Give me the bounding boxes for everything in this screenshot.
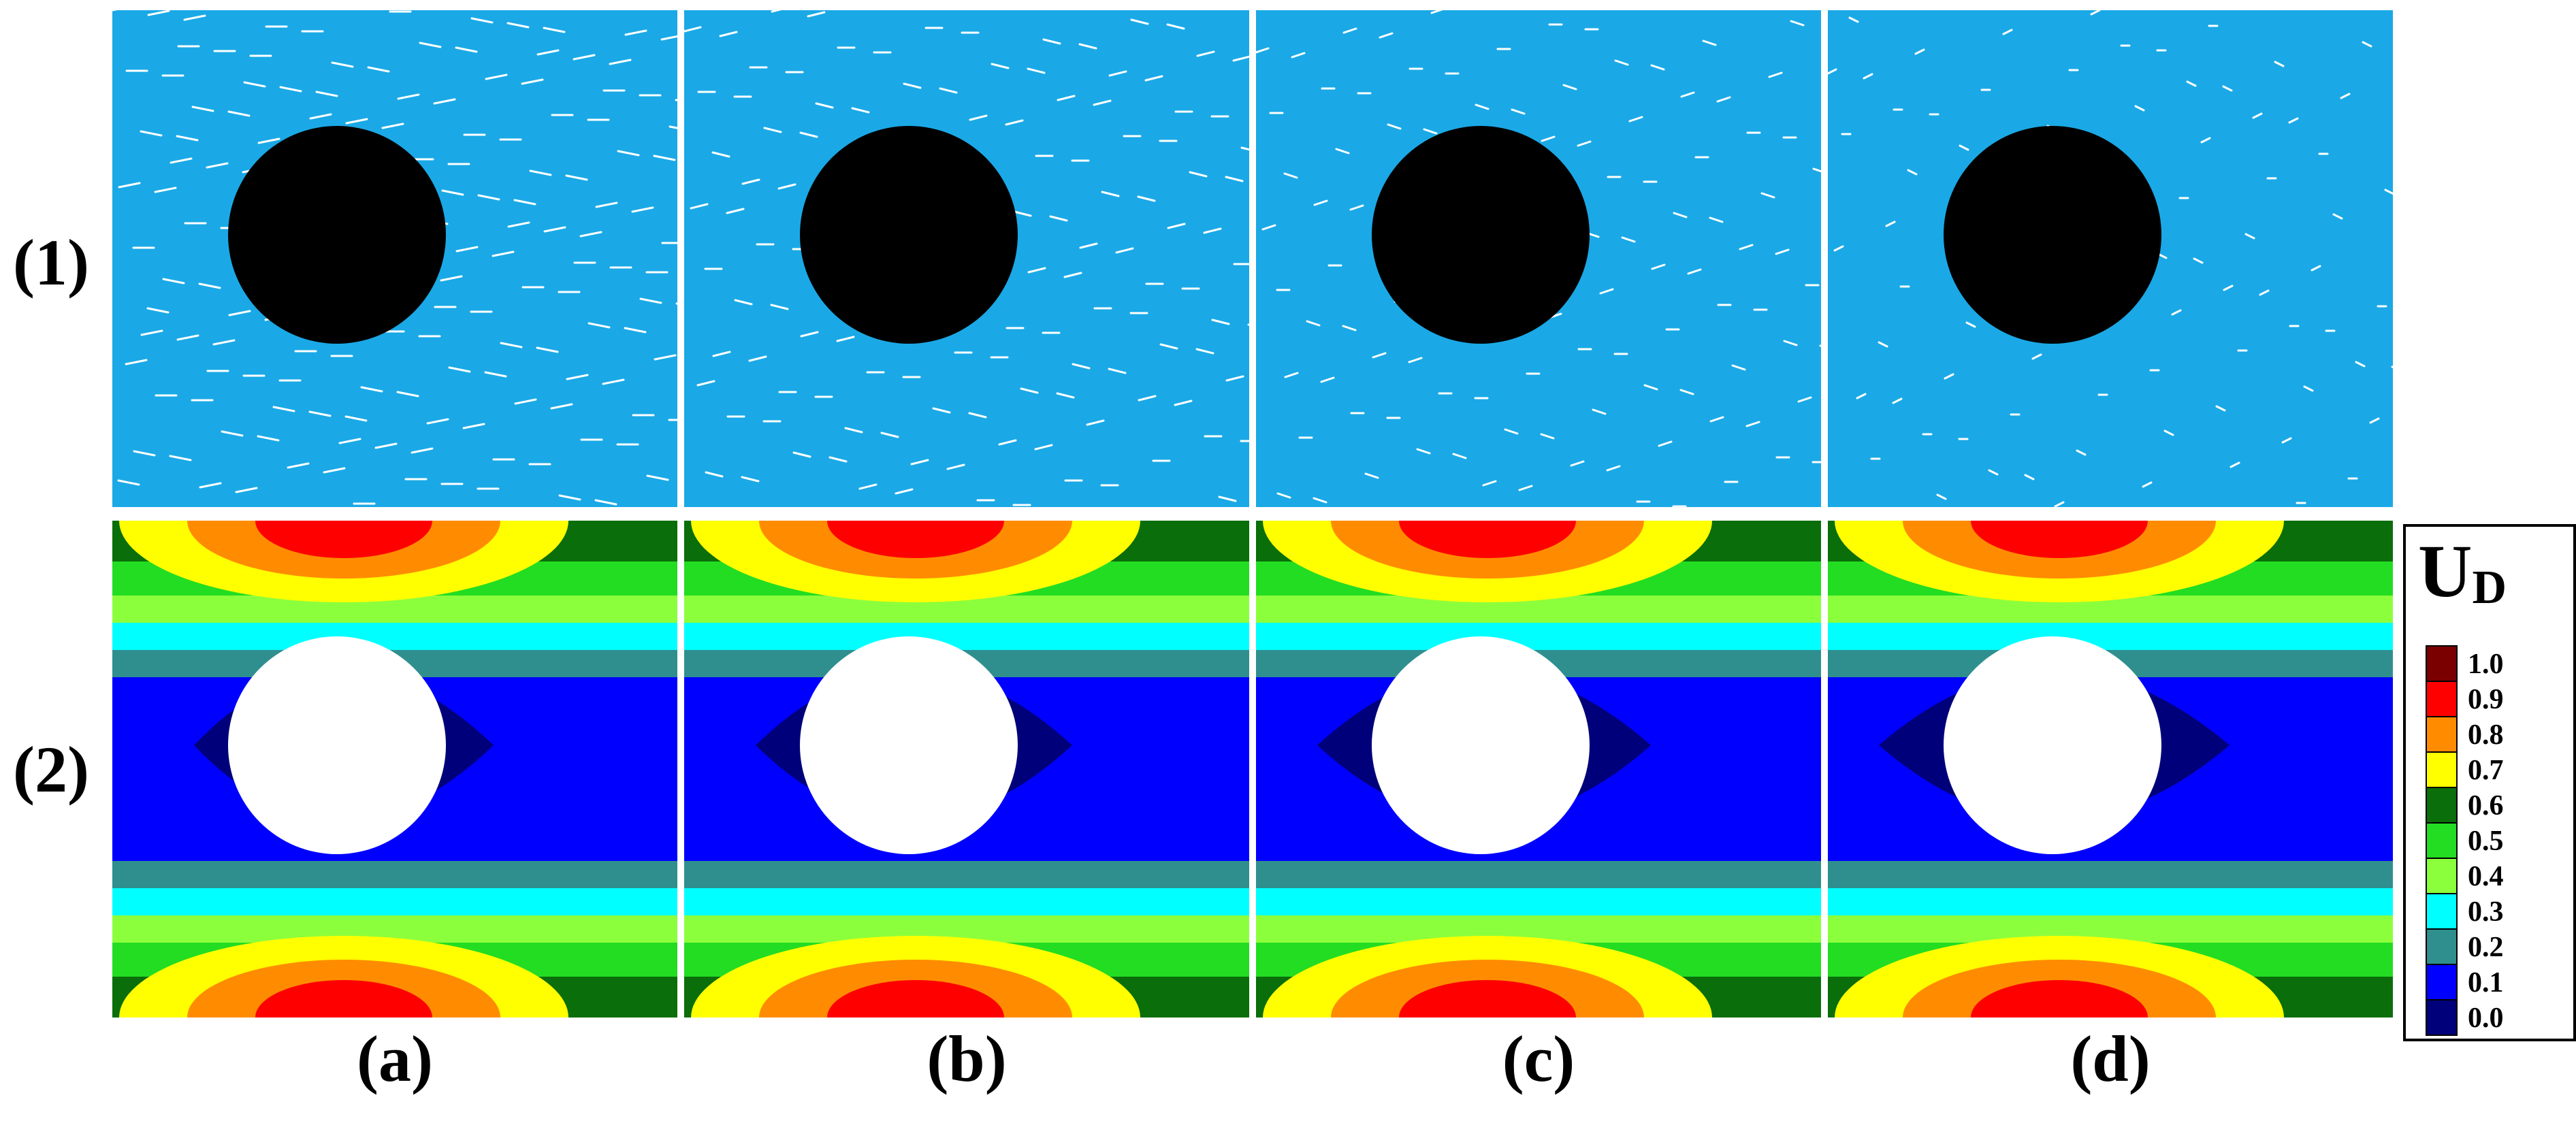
colorbar-tick-label: 0.1 xyxy=(2468,967,2504,998)
velocity-contour-plot xyxy=(1256,521,1821,1018)
velocity-contour-plot xyxy=(112,521,677,1018)
colorbar-tick-label: 0.8 xyxy=(2468,719,2504,751)
colorbar-swatch xyxy=(2426,893,2458,930)
velocity-contour-plot xyxy=(684,521,1249,1018)
colorbar-swatch xyxy=(2426,751,2458,788)
obstacle-disk xyxy=(228,126,446,344)
panel-row2-b xyxy=(684,521,1249,1018)
column-label-c: (c) xyxy=(1502,1022,1575,1095)
velocity-lobe xyxy=(255,521,432,558)
colorbar-tick-label: 0.5 xyxy=(2468,826,2504,857)
colorbar-swatch xyxy=(2426,787,2458,824)
obstacle-hole xyxy=(228,636,446,854)
velocity-lobe xyxy=(1399,980,1576,1018)
colorbar-tick-label: 0.7 xyxy=(2468,755,2504,786)
panel-row1-d xyxy=(1828,10,2393,507)
panel-row2-c xyxy=(1256,521,1821,1018)
column-label-a: (a) xyxy=(357,1022,433,1095)
obstacle-hole xyxy=(1372,636,1590,854)
colorbar-tick-label: 0.4 xyxy=(2468,861,2504,892)
particle-streaks xyxy=(1256,10,1821,507)
obstacle-hole xyxy=(800,636,1018,854)
velocity-contour-plot xyxy=(1828,521,2393,1018)
colorbar-title-subscript: D xyxy=(2472,562,2507,614)
particle-plot xyxy=(1828,10,2393,507)
colorbar-swatch xyxy=(2426,964,2458,1000)
obstacle-disk xyxy=(800,126,1018,344)
panel-row2-a xyxy=(112,521,677,1018)
row-label-1: (1) xyxy=(13,226,89,299)
colorbar-swatch xyxy=(2426,858,2458,894)
colorbar-tick-label: 1.0 xyxy=(2468,649,2504,680)
particle-plot xyxy=(684,10,1249,507)
panel-row1-a xyxy=(112,10,677,507)
colorbar-tick-label: 0.6 xyxy=(2468,790,2504,821)
colorbar-swatch xyxy=(2426,645,2458,682)
obstacle-disk xyxy=(1372,126,1590,344)
column-label-d: (d) xyxy=(2070,1022,2151,1095)
colorbar-tick-label: 0.9 xyxy=(2468,684,2504,715)
colorbar-swatch xyxy=(2426,999,2458,1036)
colorbar-swatch xyxy=(2426,822,2458,859)
colorbar-swatch xyxy=(2426,681,2458,717)
particle-plot xyxy=(1256,10,1821,507)
colorbar-swatch xyxy=(2426,716,2458,753)
column-label-b: (b) xyxy=(927,1022,1007,1095)
colorbar-title: UD xyxy=(2418,534,2507,612)
row-label-2: (2) xyxy=(13,733,89,806)
panel-row1-c xyxy=(1256,10,1821,507)
velocity-lobe xyxy=(1971,521,2148,558)
obstacle-hole xyxy=(1944,636,2161,854)
velocity-lobe xyxy=(255,980,432,1018)
panel-row2-d xyxy=(1828,521,2393,1018)
velocity-lobe xyxy=(827,521,1004,558)
colorbar-tick-label: 0.3 xyxy=(2468,896,2504,928)
velocity-lobe xyxy=(827,980,1004,1018)
velocity-lobe xyxy=(1399,521,1576,558)
colorbar-title-main: U xyxy=(2418,530,2473,613)
colorbar-tick-label: 0.2 xyxy=(2468,932,2504,963)
colorbar-swatch xyxy=(2426,928,2458,965)
obstacle-disk xyxy=(1944,126,2161,344)
velocity-lobe xyxy=(1971,980,2148,1018)
colorbar-legend: UD 1.0 0.9 0.8 0.7 0.6 0.5 0.4 0.3 0.2 0.1 0.0 xyxy=(2403,524,2576,1041)
colorbar-tick-label: 0.0 xyxy=(2468,1003,2504,1034)
panel-row1-b xyxy=(684,10,1249,507)
colorbar-scale: 1.0 0.9 0.8 0.7 0.6 0.5 0.4 0.3 0.2 0.1 0.0 xyxy=(2426,645,2504,1036)
particle-plot xyxy=(112,10,677,507)
